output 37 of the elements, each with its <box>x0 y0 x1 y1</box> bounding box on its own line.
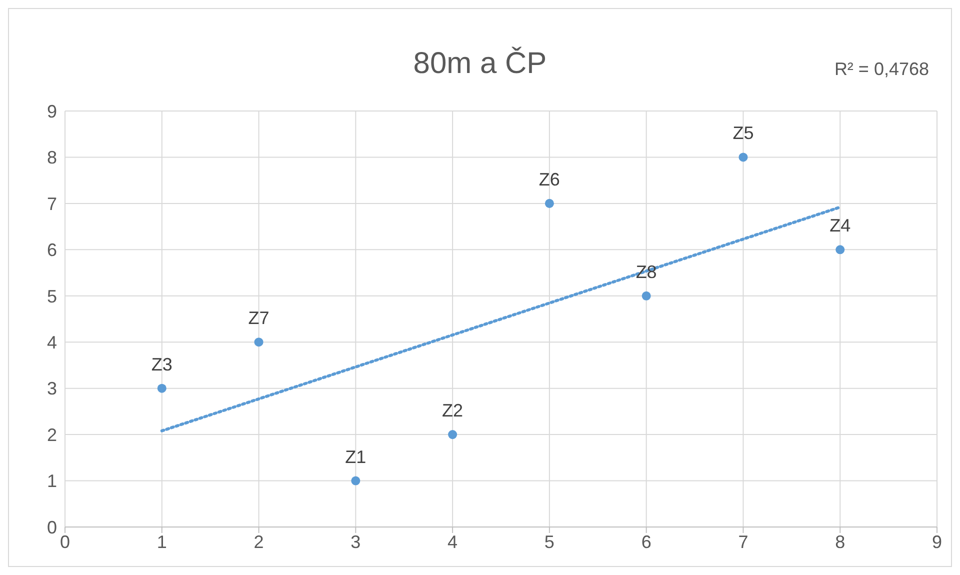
x-tick-label: 0 <box>60 532 70 552</box>
point <box>544 198 554 208</box>
x-tick-label: 6 <box>641 532 652 552</box>
x-tick-label: 4 <box>448 532 458 552</box>
point <box>448 430 458 440</box>
point <box>738 152 748 162</box>
annotation: Z5 <box>732 123 754 144</box>
x-tick-label: 1 <box>156 532 167 552</box>
point <box>642 291 651 300</box>
y-tick-label: 0 <box>46 517 57 538</box>
y-tick-label: 1 <box>46 471 57 492</box>
annotation: Z4 <box>830 216 851 236</box>
text: R² = 0,4768 <box>834 59 929 80</box>
y-tick-label: 8 <box>46 148 57 168</box>
annotation: Z3 <box>151 354 172 374</box>
point <box>254 338 264 347</box>
point <box>157 384 166 393</box>
annotation: Z1 <box>345 446 366 467</box>
x-tick-label: 5 <box>544 532 554 552</box>
point <box>351 476 360 486</box>
y-tick-label: 2 <box>46 424 57 445</box>
y-tick-label: 9 <box>46 101 57 122</box>
y-tick-label: 7 <box>46 194 57 214</box>
annotation: Z7 <box>248 308 270 328</box>
x-tick-label: 3 <box>350 532 361 552</box>
annotation: Z2 <box>442 400 464 421</box>
y-tick-label: 4 <box>46 332 57 352</box>
y-tick-label: 3 <box>46 378 57 399</box>
chart-title: 80m a ČP <box>413 47 547 80</box>
point <box>836 245 845 254</box>
annotation: Z6 <box>538 169 560 190</box>
x-tick-label: 9 <box>932 532 942 552</box>
x-tick-label: 7 <box>738 532 748 552</box>
x-tick-label: 8 <box>835 532 846 552</box>
x-tick-label: 2 <box>254 532 264 552</box>
y-tick-label: 6 <box>46 240 57 260</box>
y-tick-label: 5 <box>46 286 57 306</box>
